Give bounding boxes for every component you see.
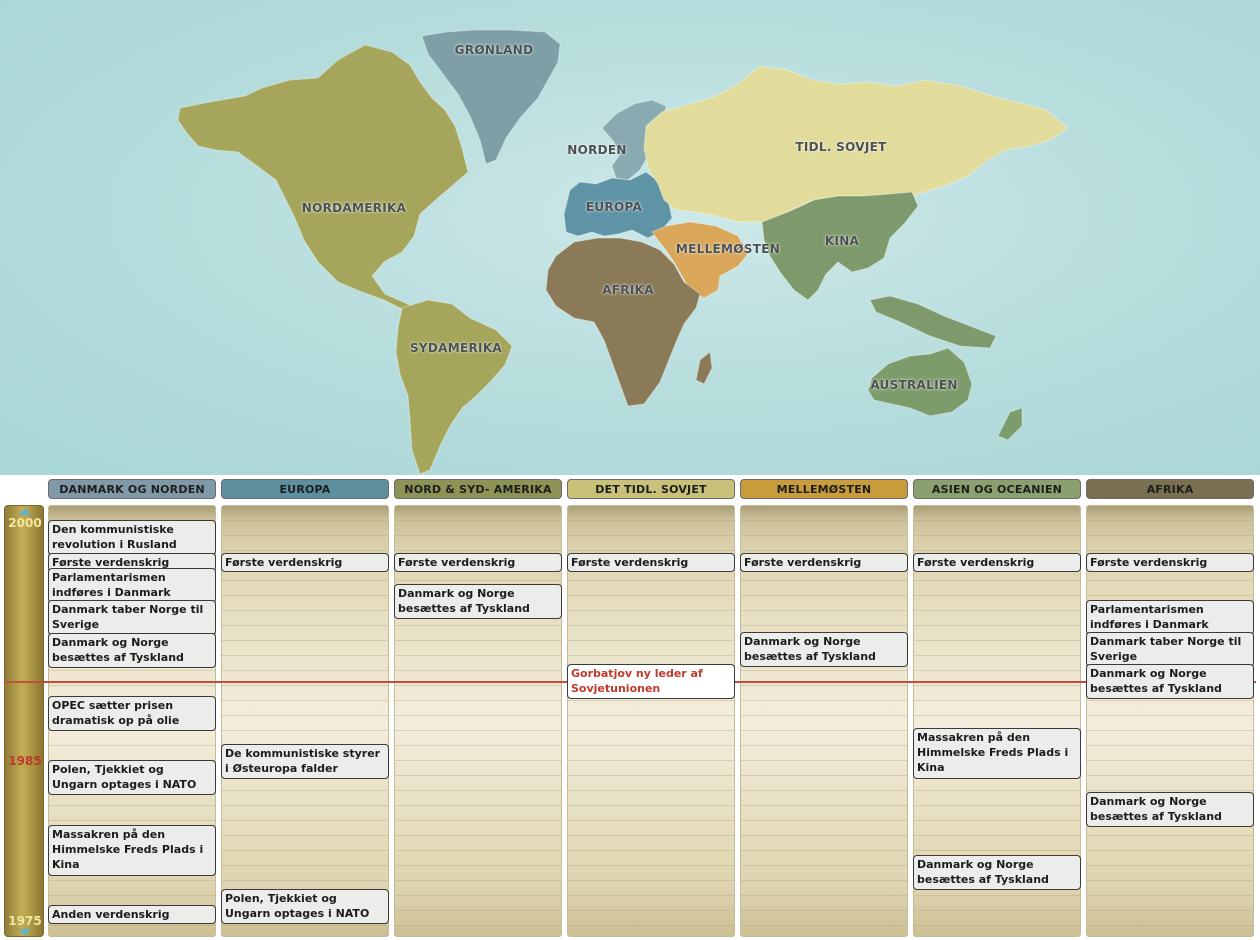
event-card[interactable]: Danmark og Norge besættes af Tyskland bbox=[1086, 664, 1254, 699]
event-card[interactable]: Danmark taber Norge til Sverige bbox=[48, 600, 216, 635]
scroll-down-arrow-icon[interactable] bbox=[19, 929, 31, 936]
column-body-2 bbox=[221, 505, 389, 937]
axis-year-top: 2000 bbox=[8, 516, 42, 530]
event-card[interactable]: Danmark og Norge besættes af Tyskland bbox=[740, 632, 908, 667]
event-card[interactable]: Massakren på den Himmelske Freds Plads i… bbox=[913, 728, 1081, 779]
column-header-3[interactable]: NORD & SYD- AMERIKA bbox=[394, 479, 562, 499]
event-card[interactable]: Danmark og Norge besættes af Tyskland bbox=[48, 633, 216, 668]
event-card[interactable]: Første verdenskrig bbox=[394, 553, 562, 572]
column-header-1[interactable]: DANMARK OG NORDEN bbox=[48, 479, 216, 499]
world-map-svg bbox=[177, 29, 1069, 475]
event-card[interactable]: Første verdenskrig bbox=[740, 553, 908, 572]
column-body-3 bbox=[394, 505, 562, 937]
region-sydamerika[interactable] bbox=[395, 299, 513, 475]
event-card[interactable]: OPEC sætter prisen dramatisk op på olie bbox=[48, 696, 216, 731]
scroll-up-arrow-icon[interactable] bbox=[19, 508, 31, 515]
column-body-7 bbox=[1086, 505, 1254, 937]
column-header-2[interactable]: EUROPA bbox=[221, 479, 389, 499]
column-header-7[interactable]: AFRIKA bbox=[1086, 479, 1254, 499]
timeline: DANMARK OG NORDEN EUROPA NORD & SYD- AMERI… bbox=[0, 475, 1260, 940]
event-card[interactable]: De kommunistiske styrer i Østeuropa fald… bbox=[221, 744, 389, 779]
column-header-6[interactable]: ASIEN OG OCEANIEN bbox=[913, 479, 1081, 499]
column-header-5[interactable]: MELLEMØSTEN bbox=[740, 479, 908, 499]
event-card[interactable]: Parlamentarismen indføres i Danmark bbox=[1086, 600, 1254, 635]
event-card[interactable]: Parlamentarismen indføres i Danmark bbox=[48, 568, 216, 603]
region-australien[interactable] bbox=[867, 347, 1023, 441]
region-mellemosten[interactable] bbox=[651, 221, 749, 299]
event-card[interactable]: Den kommunistiske revolution i Rusland bbox=[48, 520, 216, 555]
event-card[interactable]: Danmark taber Norge til Sverige bbox=[1086, 632, 1254, 667]
region-nordamerika[interactable] bbox=[177, 44, 469, 313]
event-card[interactable]: Danmark og Norge besættes af Tyskland bbox=[1086, 792, 1254, 827]
event-card[interactable]: Danmark og Norge besættes af Tyskland bbox=[394, 584, 562, 619]
region-europa[interactable] bbox=[563, 171, 673, 239]
event-card[interactable]: Første verdenskrig bbox=[1086, 553, 1254, 572]
region-madagaskar[interactable] bbox=[695, 351, 713, 385]
event-card[interactable]: Første verdenskrig bbox=[913, 553, 1081, 572]
event-card[interactable]: Anden verdenskrig bbox=[48, 905, 216, 924]
region-kina[interactable] bbox=[761, 191, 997, 349]
event-card[interactable]: Polen, Tjekkiet og Ungarn optages i NATO bbox=[221, 889, 389, 924]
event-card[interactable]: Polen, Tjekkiet og Ungarn optages i NATO bbox=[48, 760, 216, 795]
axis-year-mid: 1985 bbox=[8, 754, 42, 768]
region-tidl-sovjet[interactable] bbox=[643, 65, 1069, 223]
year-axis[interactable]: 2000 1985 1975 bbox=[4, 505, 44, 937]
event-card[interactable]: Danmark og Norge besættes af Tyskland bbox=[913, 855, 1081, 890]
column-header-4[interactable]: DET TIDL. SOVJET bbox=[567, 479, 735, 499]
column-body-4 bbox=[567, 505, 735, 937]
event-card[interactable]: Massakren på den Himmelske Freds Plads i… bbox=[48, 825, 216, 876]
world-map: GRØNLAND NORDEN TIDL. SOVJET NORDAMERIKA… bbox=[0, 0, 1260, 475]
region-afrika[interactable] bbox=[545, 237, 701, 407]
event-card[interactable]: Gorbatjov ny leder af Sovjetunionen bbox=[567, 664, 735, 699]
column-body-5 bbox=[740, 505, 908, 937]
event-card[interactable]: Første verdenskrig bbox=[221, 553, 389, 572]
region-gronland[interactable] bbox=[421, 29, 561, 165]
event-card[interactable]: Første verdenskrig bbox=[567, 553, 735, 572]
axis-year-bottom: 1975 bbox=[8, 914, 42, 928]
